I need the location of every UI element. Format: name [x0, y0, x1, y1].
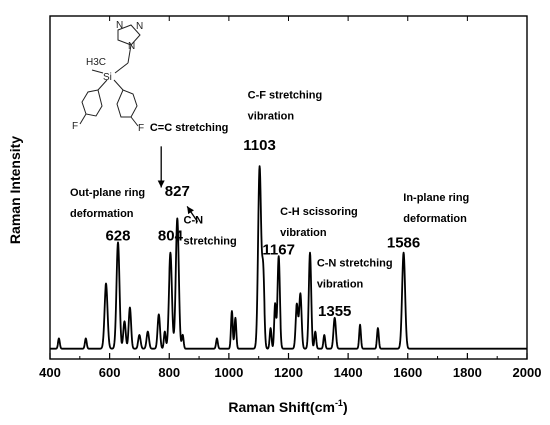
atom-label: F: [138, 123, 144, 134]
annotation-6: In-plane ring deformation: [403, 192, 469, 225]
annotation-2: C-N stretching: [184, 215, 237, 248]
bond-si-ch2: [114, 62, 129, 74]
x-tick-label: 800: [158, 365, 180, 380]
annotation-line: deformation: [403, 213, 467, 225]
atom-label: F: [72, 121, 78, 132]
atom-label: N: [128, 41, 135, 52]
x-tick-label: 1000: [214, 365, 243, 380]
bond-si-ph2: [113, 79, 124, 91]
arrow-head: [187, 206, 194, 215]
annotation-line: C=C stretching: [150, 122, 229, 134]
atom-label: N: [136, 21, 143, 32]
bond-ch2: [127, 44, 132, 64]
phenyl-ring-left: [81, 89, 103, 117]
annotation-line: C-N stretching: [317, 257, 393, 269]
peak-labels: 628 804 827 1103 1167 1355 1586: [105, 137, 420, 320]
arrow-c-c-stretching: [157, 146, 165, 188]
annotation-line: stretching: [184, 236, 237, 248]
x-tick-label: 2000: [513, 365, 542, 380]
x-tick-label: 1200: [274, 365, 303, 380]
annotation-line: In-plane ring: [403, 192, 469, 204]
atom-label: N: [116, 20, 123, 31]
x-axis-ticks: 400 600 800 1000 1200 1400 1600 1800 2000: [39, 16, 541, 380]
atom-label: Si: [103, 72, 112, 83]
x-tick-label: 1800: [453, 365, 482, 380]
annotation-line: vibration: [317, 278, 364, 290]
band-annotations: Out-plane ring deformation C=C stretching C…: [70, 89, 469, 290]
bond-c-f-left: [79, 113, 87, 125]
annotation-line: C-H scissoring: [280, 206, 358, 218]
atom-label: H3C: [86, 57, 106, 68]
arrow-c-n-stretching: [186, 206, 199, 223]
annotation-line: C-F stretching: [248, 89, 323, 101]
peak-label-827: 827: [165, 183, 190, 200]
x-tick-label: 1600: [393, 365, 422, 380]
annotation-line: vibration: [248, 110, 295, 122]
spectrum-series-line: [49, 165, 528, 350]
peak-label-1586: 1586: [387, 235, 420, 252]
annotation-line: C-N: [184, 215, 204, 227]
peak-label-804: 804: [158, 228, 184, 245]
annotation-line: vibration: [280, 227, 327, 239]
peak-label-1167: 1167: [262, 241, 295, 258]
x-axis-title: Raman Shift(cm-1): [228, 398, 347, 415]
annotation-4: C-H scissoring vibration: [280, 206, 358, 239]
peak-label-628: 628: [105, 228, 130, 245]
bond-si-ph1: [97, 79, 108, 91]
x-tick-label: 600: [99, 365, 121, 380]
annotation-0: Out-plane ring deformation: [70, 187, 145, 220]
bond-si-ch3: [91, 69, 104, 74]
x-tick-label: 1400: [334, 365, 363, 380]
phenyl-ring-right: [116, 89, 138, 118]
annotation-3: C-F stretching vibration: [248, 89, 323, 122]
annotation-line: Out-plane ring: [70, 187, 145, 199]
triazole-ring: [117, 24, 141, 46]
molecule-structure: [79, 24, 141, 127]
x-tick-label: 400: [39, 365, 61, 380]
annotation-arrows: [157, 146, 199, 223]
annotation-5: C-N stretching vibration: [317, 257, 393, 290]
y-axis-title: Raman Intensity: [7, 136, 23, 244]
peak-label-1355: 1355: [318, 303, 351, 320]
arrow-head: [157, 180, 165, 188]
peak-label-1103: 1103: [243, 137, 276, 154]
bond-c-f-right: [130, 116, 139, 127]
annotation-line: deformation: [70, 208, 134, 220]
annotation-1: C=C stretching: [150, 122, 229, 134]
